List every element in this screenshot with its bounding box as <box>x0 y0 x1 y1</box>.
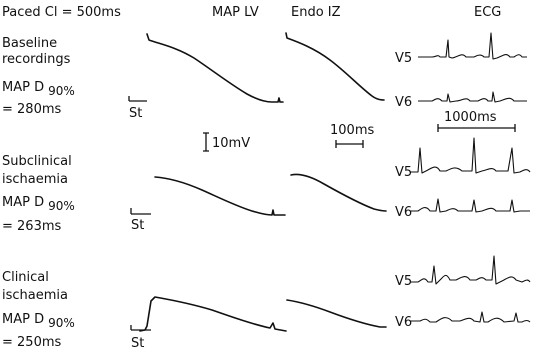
map-d-subscript: 90% <box>48 199 75 213</box>
map-time-scale-label: 100ms <box>330 123 374 138</box>
map-lv-trace-baseline <box>146 33 284 103</box>
ecg-lead-label: V6 <box>395 95 412 110</box>
map-d90-value: = 263ms <box>2 219 62 234</box>
ecg-v6-trace-clinical <box>410 311 531 323</box>
row-title-line2: recordings <box>2 52 71 67</box>
stimulus-marker <box>130 208 151 215</box>
map-d90-label: MAP D 90% <box>2 312 75 330</box>
ecg-lead-label: V5 <box>395 165 412 180</box>
row-title-line2: ischaemia <box>2 172 68 187</box>
ecg-v5-trace-clinical <box>410 255 531 285</box>
ecg-header: ECG <box>474 5 501 20</box>
row-clinical: Clinical ischaemia MAP D 90% = 250ms St <box>2 270 151 350</box>
map-time-scale-bar: 100ms <box>330 123 374 148</box>
stimulus-label: St <box>131 336 144 350</box>
map-d90-label: MAP D 90% <box>2 195 75 213</box>
map-d-prefix: MAP D <box>2 312 44 327</box>
stimulus-label: St <box>129 106 142 121</box>
map-d90-value: = 280ms <box>2 102 62 117</box>
endo-iz-trace-baseline <box>285 32 385 101</box>
row-title-line2: ischaemia <box>2 288 68 303</box>
row-baseline: Baseline recordings MAP D 90% = 280ms St <box>2 36 147 121</box>
row-title-line1: Clinical <box>2 270 49 285</box>
ecg-v5-trace-subclinical <box>410 137 531 174</box>
ecg-time-scale-label: 1000ms <box>444 110 497 125</box>
endo-iz-header: Endo IZ <box>291 5 341 20</box>
endo-iz-trace-clinical <box>286 299 387 328</box>
row-title-line1: Baseline <box>2 36 57 51</box>
voltage-scale-label: 10mV <box>212 136 250 151</box>
ecg-lead-label: V5 <box>395 51 412 66</box>
map-d-prefix: MAP D <box>2 195 44 210</box>
ecg-lead-label: V6 <box>395 205 412 220</box>
ecg-lead-label: V6 <box>395 315 412 330</box>
endo-iz-trace-subclinical <box>290 173 387 212</box>
map-d90-label: MAP D 90% <box>2 80 75 98</box>
ecg-v6-trace-baseline <box>418 91 527 103</box>
ecg-time-scale-bar: 1000ms <box>437 110 516 132</box>
voltage-scale-bar: 10mV <box>203 132 250 152</box>
row-subclinical: Subclinical ischaemia MAP D 90% = 263ms S… <box>2 154 151 234</box>
ecg-v5-trace-baseline <box>418 32 527 60</box>
ecg-lead-label: V5 <box>395 274 412 289</box>
row-title-line1: Subclinical <box>2 154 72 169</box>
stimulus-marker <box>128 96 147 102</box>
map-lv-trace-subclinical <box>154 176 286 216</box>
ecg-v6-trace-subclinical <box>410 198 530 213</box>
map-d-prefix: MAP D <box>2 80 44 95</box>
map-lv-trace-clinical <box>139 296 287 332</box>
map-d-subscript: 90% <box>48 84 75 98</box>
pacing-cycle-label: Paced Cl = 500ms <box>2 5 121 20</box>
map-d-subscript: 90% <box>48 316 75 330</box>
map-lv-header: MAP LV <box>212 5 259 20</box>
stimulus-label: St <box>131 218 144 233</box>
map-d90-value: = 250ms <box>2 335 62 350</box>
stimulus-marker <box>130 325 151 331</box>
